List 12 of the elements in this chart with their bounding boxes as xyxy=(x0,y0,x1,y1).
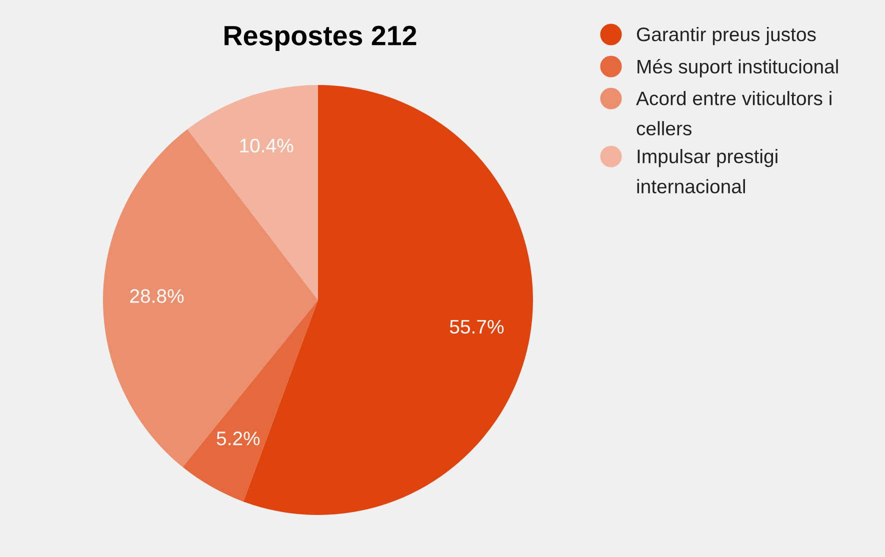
data-label: 55.7% xyxy=(450,320,504,334)
legend-label: Garantir preus justos xyxy=(636,27,816,46)
chart-title: Respostes 212 xyxy=(224,26,416,51)
data-label: 5.2% xyxy=(216,432,260,446)
pie-slice xyxy=(182,300,318,502)
legend-label: Impulsar prestigi internacional xyxy=(637,149,778,194)
legend-label: Acord entre viticultors i cellers xyxy=(636,91,832,136)
pie-slice xyxy=(103,129,318,468)
data-label: 10.4% xyxy=(240,138,294,152)
legend-label: Més suport institucional xyxy=(638,59,838,78)
pie-slice xyxy=(187,85,318,300)
data-label: 28.8% xyxy=(130,289,184,303)
